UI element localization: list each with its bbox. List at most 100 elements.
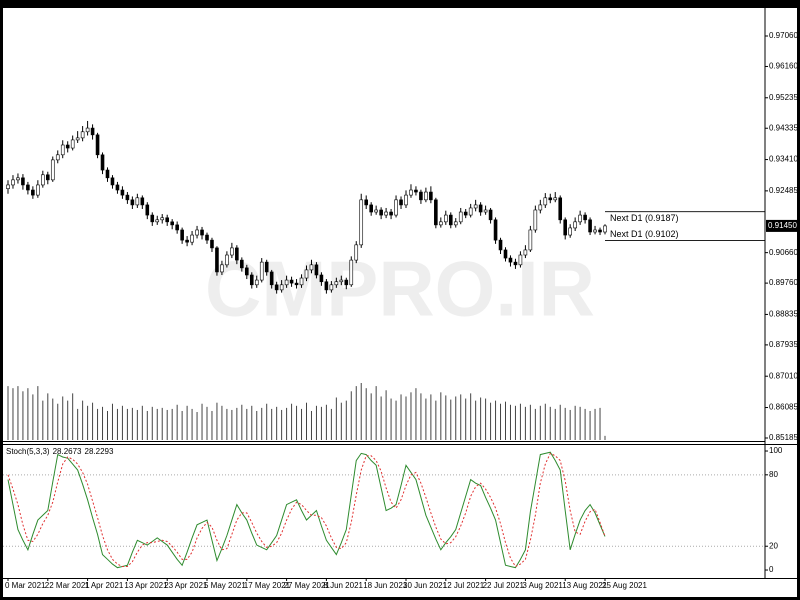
candle-body <box>65 144 70 149</box>
volume-bar <box>306 402 307 440</box>
volume-bar <box>97 408 99 440</box>
volume-bar <box>111 403 113 440</box>
x-tick-label: 8 Jun 2021 <box>323 581 363 590</box>
candle-body <box>498 239 503 251</box>
candle-body <box>379 209 383 216</box>
volume-bar <box>534 408 536 440</box>
candle-body <box>240 259 244 269</box>
candle-body <box>45 174 50 181</box>
volume-bar <box>27 388 29 440</box>
candle-body <box>200 229 204 236</box>
volume-bar <box>480 397 482 440</box>
volume-bar <box>87 405 89 440</box>
candle-body <box>110 177 115 186</box>
candle-body <box>468 207 473 216</box>
volume-bar <box>370 393 372 440</box>
volume-bar <box>12 388 14 440</box>
candle-body <box>230 247 234 256</box>
volume-bar <box>390 398 392 440</box>
volume-bar <box>395 400 397 440</box>
candle-body <box>245 267 249 276</box>
candle-body <box>155 219 160 223</box>
volume-bar <box>121 405 123 440</box>
volume-bar <box>335 397 337 440</box>
volume-bar <box>266 403 268 440</box>
volume-bar <box>330 408 332 440</box>
volume-bar <box>425 398 427 440</box>
candle-body <box>543 197 548 206</box>
volume-bar <box>186 405 188 440</box>
candle-body <box>344 279 349 286</box>
volume-bar <box>191 408 193 440</box>
volume-bar <box>32 394 34 440</box>
volume-bar <box>47 393 49 440</box>
candle-body <box>100 154 105 171</box>
volume-bar <box>57 403 59 440</box>
candle-body <box>165 217 169 223</box>
volume-bar <box>281 409 283 440</box>
volume-bar <box>495 400 497 440</box>
volume-bar <box>320 406 322 440</box>
volume-bar <box>261 407 263 440</box>
candle-body <box>568 227 572 236</box>
candle-body <box>145 204 150 216</box>
volume-bar <box>350 391 352 440</box>
x-tick-label: 18 Jun 2021 <box>363 581 408 590</box>
volume-bar <box>325 404 327 440</box>
x-tick-label: 30 Jun 2021 <box>403 581 448 590</box>
y-tick-label: 20 <box>769 541 778 550</box>
volume-bar <box>375 386 377 440</box>
volume-bar <box>226 408 228 440</box>
volume-bar <box>161 407 163 440</box>
current-price-box <box>766 219 797 232</box>
candle-body <box>95 134 100 156</box>
volume-bar <box>514 405 516 440</box>
candle-body <box>558 197 563 221</box>
candle-body <box>384 211 388 216</box>
stoch-line <box>7 451 606 569</box>
candle-body <box>11 179 15 186</box>
volume-bar <box>564 407 566 440</box>
indicator-value: 28.2673 <box>53 447 82 456</box>
volume-bar <box>17 386 19 440</box>
volume-bar <box>7 386 9 440</box>
candle-body <box>424 191 428 201</box>
x-tick-label: 22 Mar 2021 <box>45 581 90 590</box>
candle-body <box>329 284 334 291</box>
volume-bar <box>166 409 168 440</box>
volume-bar <box>604 435 606 440</box>
volume-bar <box>236 407 238 440</box>
volume-bar <box>116 408 118 440</box>
candle-body <box>31 189 35 196</box>
candle-body <box>55 154 60 161</box>
candle-body <box>299 277 304 286</box>
x-tick-label: 13 Aug 2021 <box>562 581 607 590</box>
candle-body <box>578 214 582 223</box>
y-tick-label: 0.85185 <box>769 433 798 442</box>
candle-body <box>528 229 533 251</box>
candle-body <box>289 279 294 284</box>
candle-body <box>453 221 458 226</box>
candle-body <box>140 197 145 206</box>
candle-body <box>478 204 483 213</box>
candle-body <box>473 204 478 209</box>
volume-bar <box>554 408 556 440</box>
candle-body <box>185 239 189 243</box>
candle-body <box>235 247 239 261</box>
volume-bar <box>415 388 417 440</box>
volume-bar <box>599 407 601 440</box>
candle-body <box>429 191 433 201</box>
volume-bar <box>385 390 387 440</box>
candle-body <box>50 159 55 181</box>
candle-body <box>553 197 558 201</box>
current-price-label: 0.91450 <box>768 221 797 230</box>
x-tick-label: 1 Apr 2021 <box>85 581 124 590</box>
indicator-name: Stoch(5,3,3) <box>6 447 50 456</box>
price-line-label: Next D1 (0.9102) <box>610 229 679 239</box>
candle-body <box>210 239 214 249</box>
y-tick-label: 0.87010 <box>769 371 798 380</box>
y-tick-label: 0.89760 <box>769 278 798 287</box>
candle-body <box>195 229 199 236</box>
candle-body <box>448 214 453 226</box>
volume-bar <box>136 409 138 440</box>
